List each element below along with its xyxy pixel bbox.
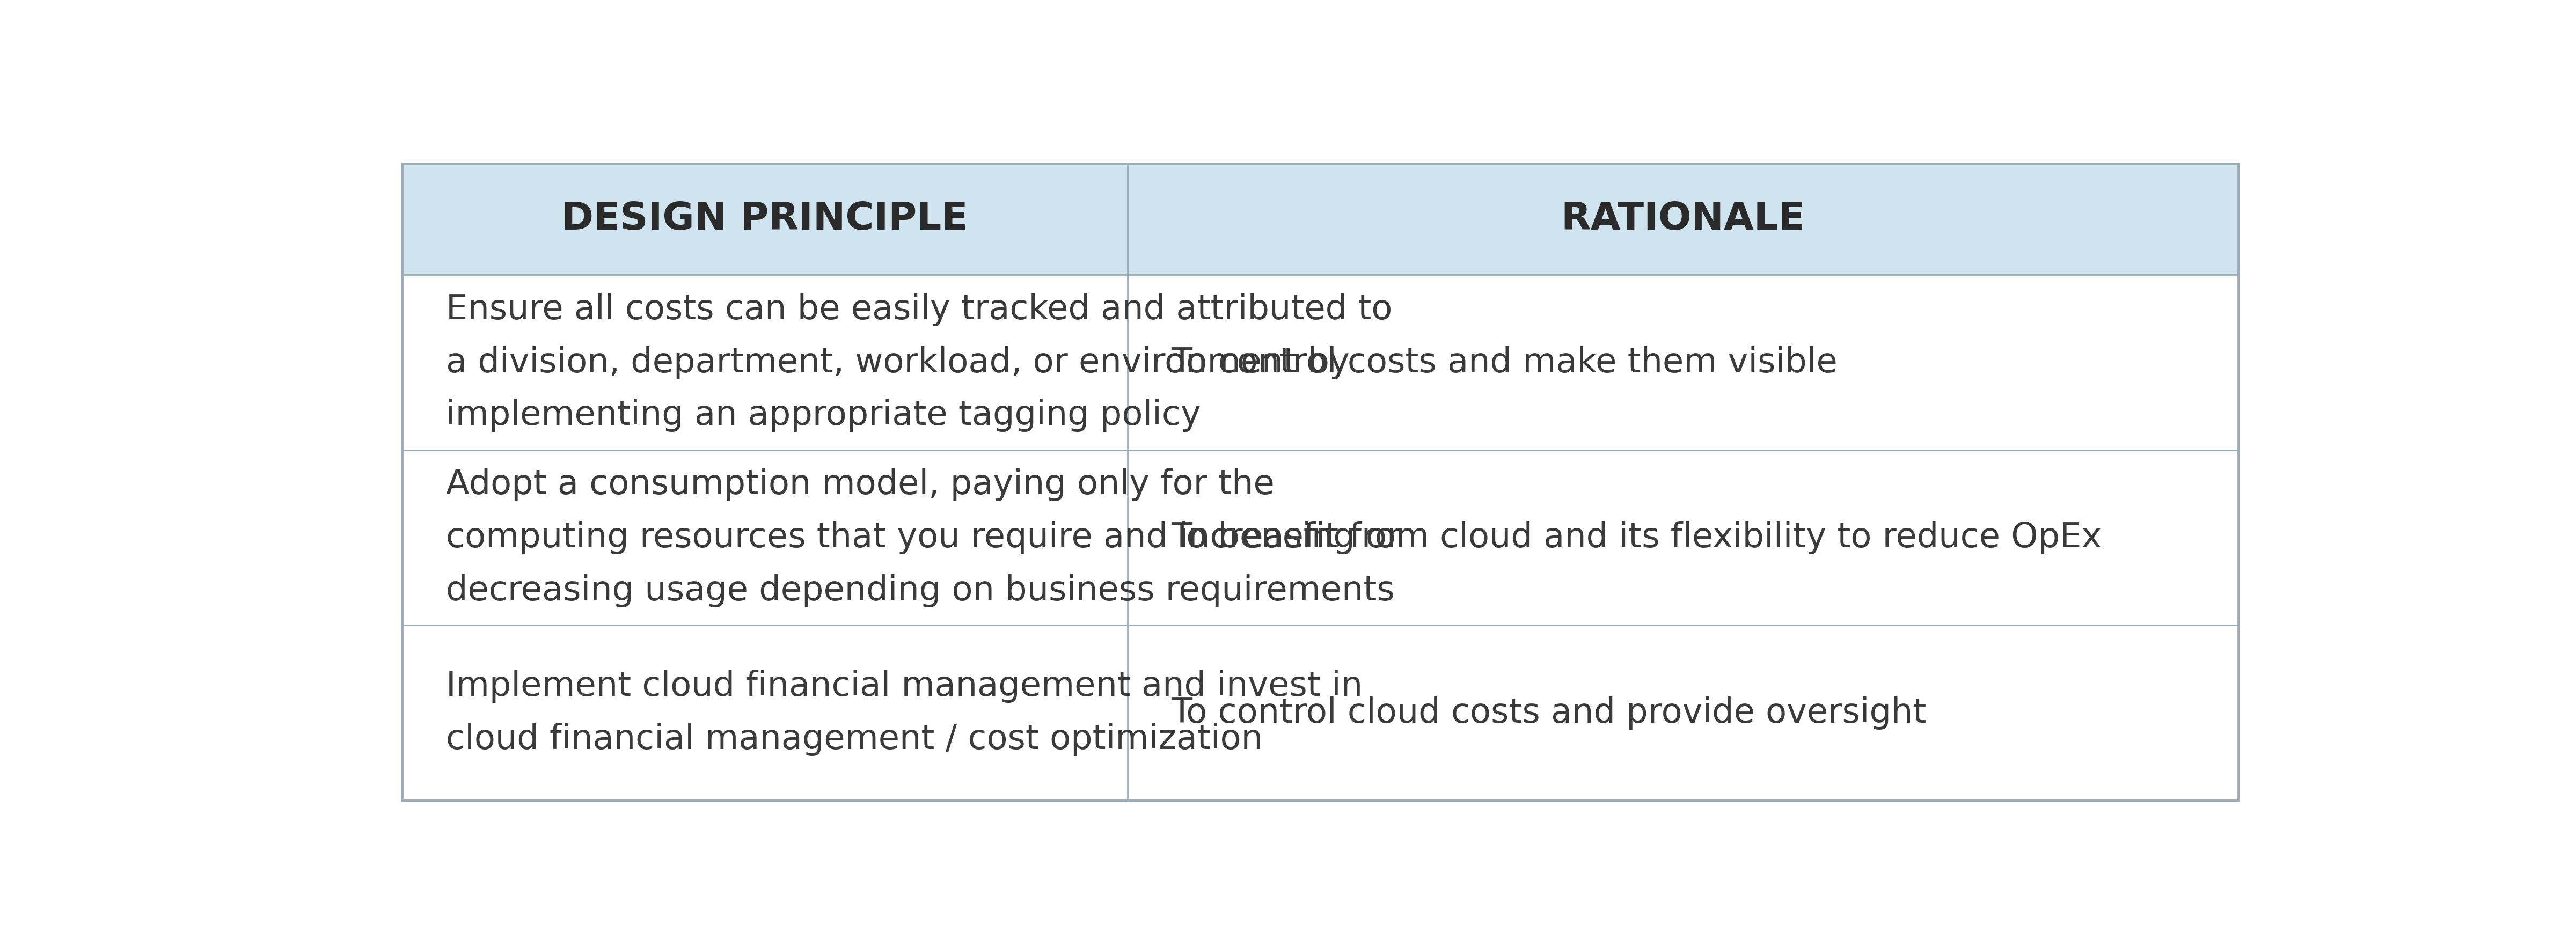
Text: To benefit from cloud and its flexibility to reduce OpEx: To benefit from cloud and its flexibilit… [1172,521,2102,555]
Text: RATIONALE: RATIONALE [1561,200,1806,238]
Bar [402,274,2239,450]
Text: DESIGN PRINCIPLE: DESIGN PRINCIPLE [562,200,969,238]
Text: Ensure all costs can be easily tracked and attributed to
a division, department,: Ensure all costs can be easily tracked a… [446,293,1391,432]
Text: To control cloud costs and provide oversight: To control cloud costs and provide overs… [1172,697,1927,729]
Bar [402,164,2239,801]
Bar [402,450,2239,625]
Text: Implement cloud financial management and invest in
cloud financial management / : Implement cloud financial management and… [446,669,1363,756]
Text: Adopt a consumption model, paying only for the
computing resources that you requ: Adopt a consumption model, paying only f… [446,468,1401,607]
Bar [402,625,2239,801]
Text: To control costs and make them visible: To control costs and make them visible [1172,346,1837,379]
Bar [402,164,2239,274]
